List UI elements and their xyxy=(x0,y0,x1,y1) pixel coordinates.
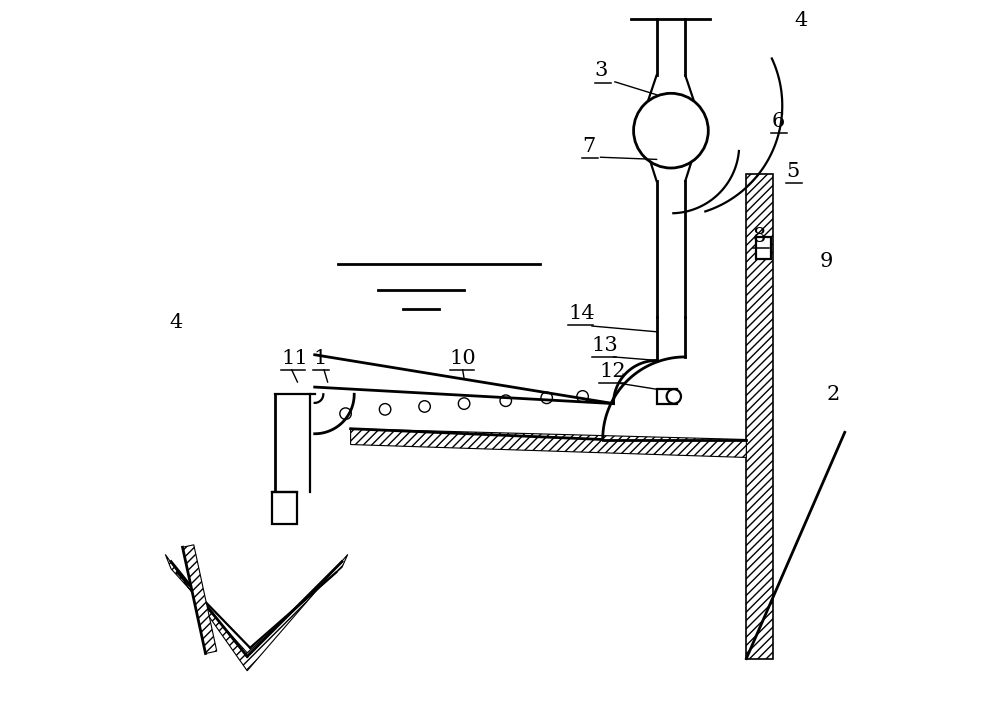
Polygon shape xyxy=(165,554,348,671)
Text: 14: 14 xyxy=(568,304,595,323)
Polygon shape xyxy=(746,174,773,658)
Text: 13: 13 xyxy=(592,336,619,355)
Polygon shape xyxy=(183,545,217,653)
Text: 6: 6 xyxy=(771,112,785,131)
Text: 7: 7 xyxy=(582,137,595,156)
Circle shape xyxy=(667,389,681,404)
Text: 11: 11 xyxy=(281,349,308,368)
Text: 4: 4 xyxy=(794,11,808,30)
Bar xyxy=(272,492,297,524)
Circle shape xyxy=(634,93,708,168)
Text: 2: 2 xyxy=(827,384,840,404)
Text: 12: 12 xyxy=(599,362,626,381)
Text: 9: 9 xyxy=(820,252,833,270)
Text: 5: 5 xyxy=(786,162,799,181)
Text: 3: 3 xyxy=(595,61,608,81)
Text: 10: 10 xyxy=(450,349,476,368)
Text: 4: 4 xyxy=(170,313,183,332)
Polygon shape xyxy=(351,429,746,457)
Bar xyxy=(657,389,677,404)
Text: 1: 1 xyxy=(313,349,327,368)
Bar xyxy=(756,237,771,259)
Text: 8: 8 xyxy=(753,226,766,246)
